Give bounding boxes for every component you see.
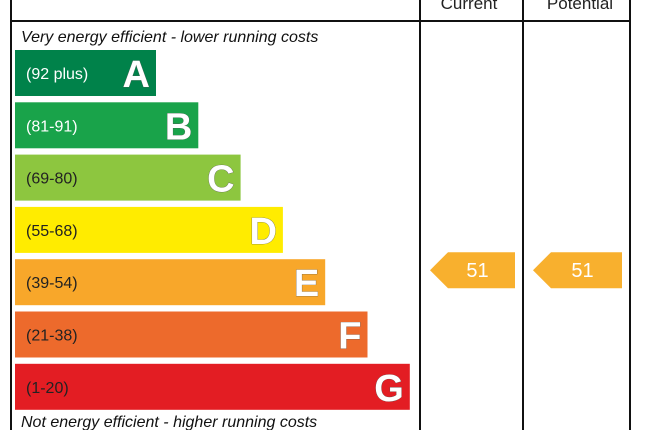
band-e-bar xyxy=(15,259,326,306)
potential-column-header: Potential xyxy=(547,0,613,13)
band-d-letter: D xyxy=(249,211,276,253)
band-e-range: (39-54) xyxy=(26,275,78,292)
band-b: (81-91) B xyxy=(15,102,199,149)
potential-rating-arrow-shape xyxy=(533,252,622,289)
band-f-range: (21-38) xyxy=(26,328,78,345)
potential-rating-arrow: 51 xyxy=(533,252,622,289)
band-c-range: (69-80) xyxy=(26,171,78,188)
band-c-letter: C xyxy=(207,159,234,201)
band-d: (55-68) D xyxy=(15,206,283,253)
band-a-range: (92 plus) xyxy=(26,66,88,83)
band-a-bar xyxy=(15,50,156,96)
rating-bands: (92 plus) A (81-91) B (69-80) C (55-68) D (39-54… xyxy=(15,50,410,410)
band-b-bar xyxy=(15,102,199,149)
band-f-letter: F xyxy=(338,316,361,358)
band-b-range: (81-91) xyxy=(26,118,78,135)
top-efficiency-note: Very energy efficient - lower running co… xyxy=(21,29,318,46)
band-g: (1-20) G xyxy=(15,363,410,410)
band-d-range: (55-68) xyxy=(26,223,78,240)
band-a-letter: A xyxy=(123,54,150,96)
band-b-letter: B xyxy=(165,106,192,148)
band-d-bar xyxy=(15,206,283,253)
band-f: (21-38) F xyxy=(15,311,368,358)
band-a: (92 plus) A xyxy=(15,50,156,96)
current-rating-arrow-value: 51 xyxy=(466,260,488,282)
band-c-bar xyxy=(15,154,241,201)
band-g-letter: G xyxy=(374,368,404,410)
rating-arrows: 51 51 xyxy=(430,252,622,289)
band-c: (69-80) C xyxy=(15,154,241,201)
bottom-efficiency-note: Not energy efficient - higher running co… xyxy=(21,414,317,430)
potential-rating-arrow-value: 51 xyxy=(571,260,593,282)
band-f-bar xyxy=(15,311,368,358)
current-rating-arrow: 51 xyxy=(430,252,515,289)
current-rating-arrow-shape xyxy=(430,252,515,289)
current-column-header: Current xyxy=(441,0,498,13)
band-g-bar xyxy=(15,363,410,410)
band-e: (39-54) E xyxy=(15,259,326,306)
band-e-letter: E xyxy=(294,263,319,305)
band-g-range: (1-20) xyxy=(26,380,69,397)
